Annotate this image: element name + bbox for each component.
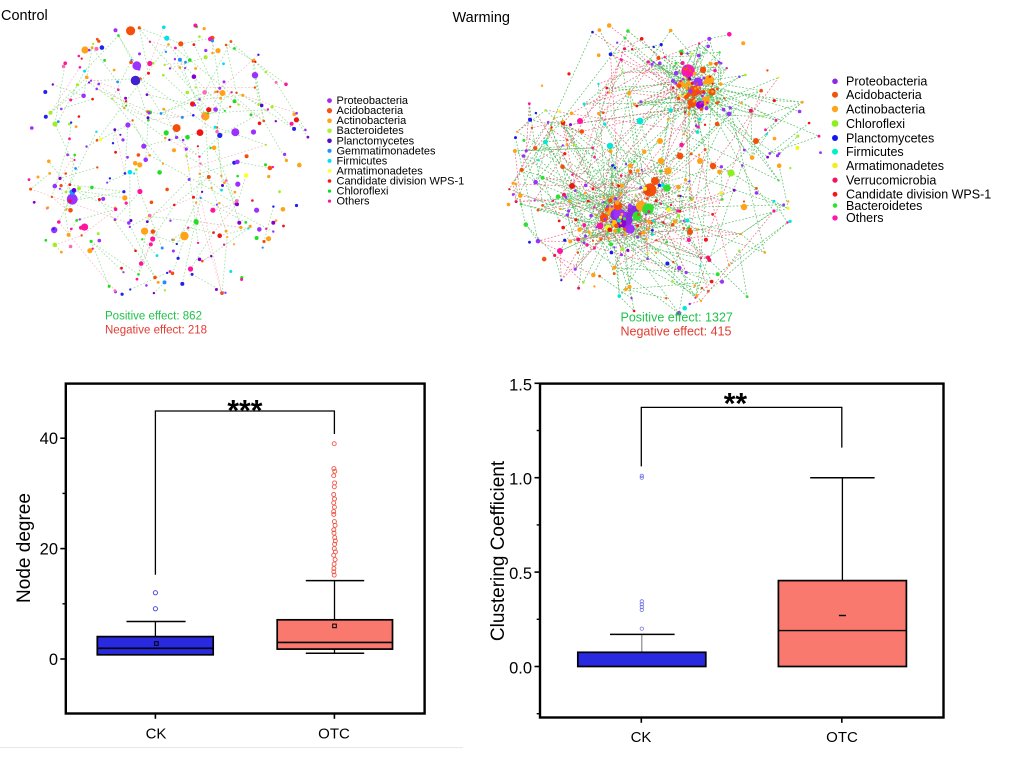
svg-text:Armatimonadetes: Armatimonadetes: [846, 159, 944, 173]
svg-text:OTC: OTC: [318, 726, 350, 743]
svg-text:Negative effect: 415: Negative effect: 415: [621, 325, 732, 339]
svg-text:Firmicutes: Firmicutes: [337, 155, 388, 167]
svg-text:CK: CK: [631, 729, 652, 746]
svg-text:Positive effect: 1327: Positive effect: 1327: [621, 311, 733, 325]
svg-text:Others: Others: [846, 211, 884, 225]
svg-text:Candidate division WPS-1: Candidate division WPS-1: [846, 188, 991, 202]
svg-text:Acidobacteria: Acidobacteria: [337, 105, 405, 117]
svg-text:Control: Control: [1, 8, 48, 24]
svg-text:Candidate division WPS-1: Candidate division WPS-1: [337, 176, 465, 188]
svg-text:Planctomycetes: Planctomycetes: [337, 135, 415, 147]
svg-text:Chloroflexi: Chloroflexi: [337, 186, 389, 198]
svg-text:0.5: 0.5: [509, 565, 532, 583]
svg-text:Clustering Coefficient: Clustering Coefficient: [488, 460, 509, 641]
svg-text:Bacteroidetes: Bacteroidetes: [846, 199, 922, 213]
svg-text:Bacteroidetes: Bacteroidetes: [337, 125, 405, 137]
svg-text:CK: CK: [146, 726, 167, 743]
svg-text:Planctomycetes: Planctomycetes: [846, 131, 934, 145]
svg-text:Proteobacteria: Proteobacteria: [846, 75, 927, 89]
svg-text:Firmicutes: Firmicutes: [846, 145, 904, 159]
svg-text:Others: Others: [337, 196, 371, 208]
svg-text:OTC: OTC: [826, 729, 858, 746]
svg-text:Warming: Warming: [453, 10, 510, 26]
svg-text:Acidobacteria: Acidobacteria: [846, 88, 922, 102]
svg-text:20: 20: [40, 541, 58, 559]
svg-text:Node degree: Node degree: [14, 493, 35, 603]
svg-text:1.5: 1.5: [509, 376, 532, 394]
svg-text:Negative effect: 218: Negative effect: 218: [105, 325, 207, 337]
svg-text:0.0: 0.0: [509, 660, 532, 678]
svg-text:1.0: 1.0: [509, 471, 532, 489]
svg-text:Gemmatimonadetes: Gemmatimonadetes: [337, 145, 437, 157]
svg-text:Positive effect: 862: Positive effect: 862: [105, 311, 202, 323]
svg-text:0: 0: [49, 651, 58, 669]
svg-text:40: 40: [40, 430, 58, 448]
svg-text:Chloroflexi: Chloroflexi: [846, 117, 905, 131]
svg-text:***: ***: [227, 395, 262, 428]
svg-text:Actinobacteria: Actinobacteria: [337, 115, 408, 127]
svg-text:Armatimonadetes: Armatimonadetes: [337, 165, 424, 177]
svg-text:Actinobacteria: Actinobacteria: [846, 102, 925, 116]
svg-text:Proteobacteria: Proteobacteria: [337, 95, 409, 107]
svg-text:Verrucomicrobia: Verrucomicrobia: [846, 173, 936, 187]
svg-text:**: **: [724, 388, 748, 421]
